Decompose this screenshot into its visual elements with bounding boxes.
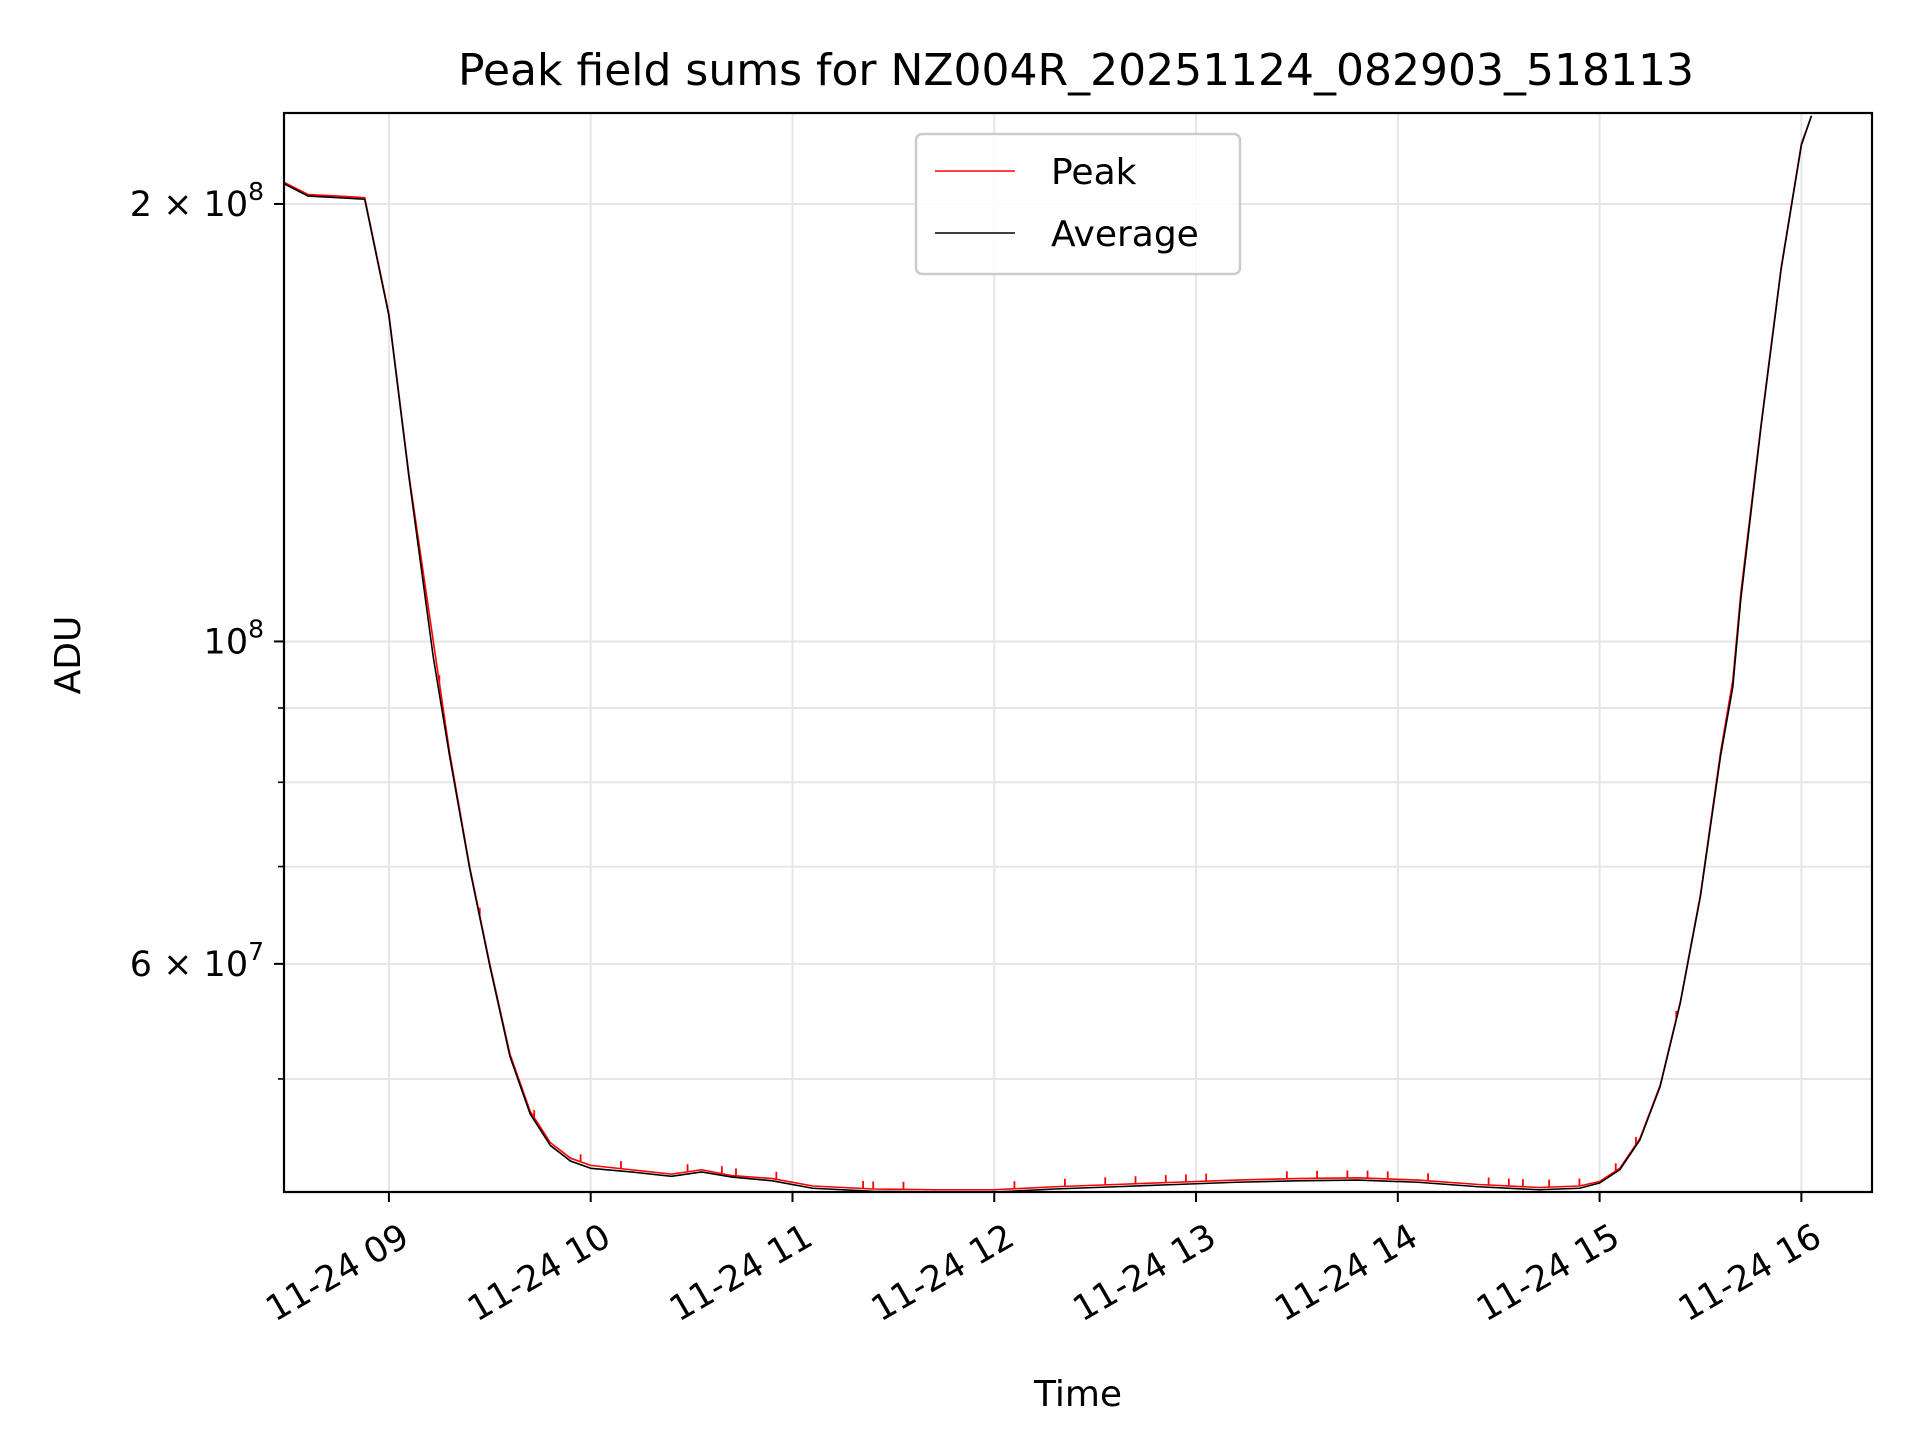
y-tick-label-exponent: 8 <box>248 614 264 643</box>
y-tick-label: 2 × 108 <box>130 177 264 225</box>
peak-spikes <box>438 675 1678 1190</box>
legend-box <box>914 132 1242 276</box>
plot-frame <box>282 111 1874 1194</box>
y-tick-label: 108 <box>204 614 264 662</box>
y-axis-label: ADU <box>48 616 89 695</box>
series-layer <box>284 115 1813 1192</box>
legend-peak-label: Peak <box>1051 152 1137 193</box>
legend-average-label: Average <box>1051 214 1199 255</box>
y-tick-label-base: 6 × 10 <box>130 945 248 985</box>
y-tick-label-exponent: 8 <box>248 177 264 206</box>
y-tick-label-exponent: 7 <box>248 937 264 966</box>
chart-title: Peak field sums for NZ004R_20251124_0829… <box>458 45 1694 96</box>
grid-lines <box>284 113 1872 1192</box>
y-tick-label: 6 × 107 <box>130 937 264 985</box>
y-tick-label-base: 10 <box>204 622 249 662</box>
x-axis-label: Time <box>1033 1374 1122 1415</box>
series-line-average <box>284 115 1813 1192</box>
y-tick-label-base: 2 × 10 <box>130 185 248 225</box>
legend: Peak Average <box>914 132 1242 276</box>
